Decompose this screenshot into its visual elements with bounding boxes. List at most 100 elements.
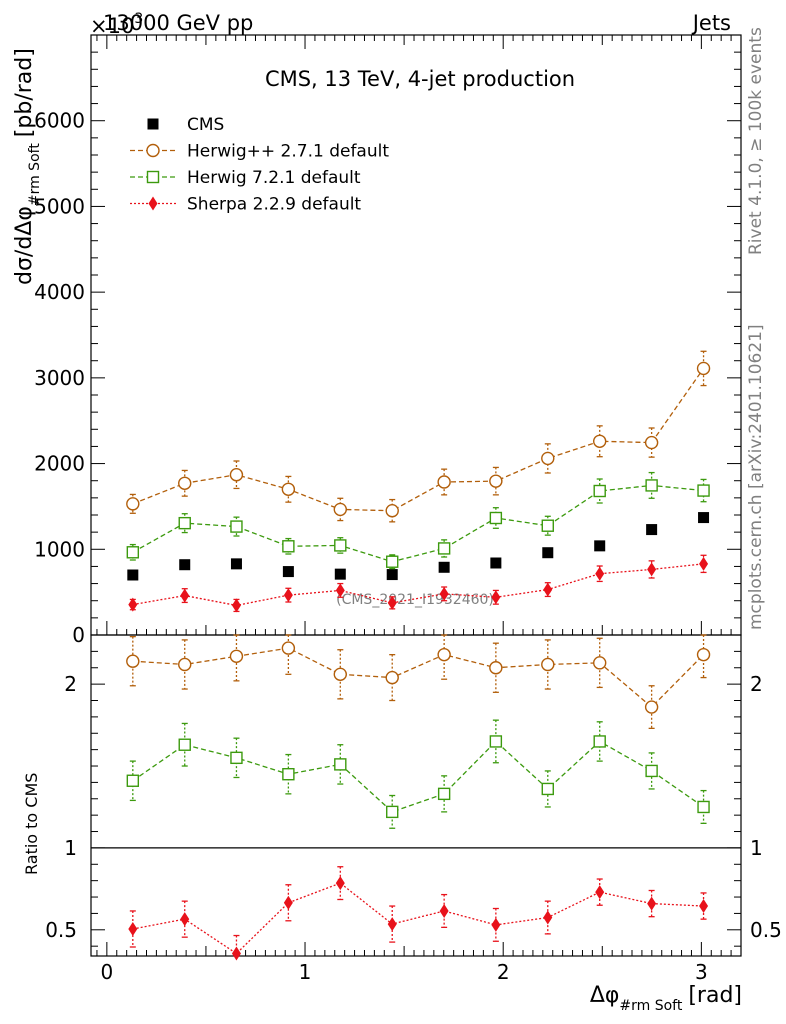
main-point: [334, 539, 347, 552]
main-series-herwig-2-7-1-default: [126, 350, 711, 523]
ratio-point: [437, 647, 451, 662]
legend-label: Herwig++ 2.7.1 default: [187, 142, 389, 162]
legend-entry-herwig-2-7-1-default: Herwig++ 2.7.1 default: [130, 142, 389, 162]
main-point: [541, 451, 555, 466]
ratio-ytick-label: 1: [64, 836, 77, 860]
main-point: [696, 361, 711, 376]
rivet-label: Rivet 4.1.0, ≥ 100k events: [746, 27, 766, 255]
main-ytick-label: 5000: [34, 194, 85, 218]
xtick-label: 1: [299, 960, 312, 984]
main-point: [282, 540, 295, 553]
ratio-series-herwig-7-2-1-default: [126, 719, 710, 829]
main-point: [229, 468, 244, 482]
main-point: [698, 512, 710, 524]
ratio-ylabel: Ratio to CMS: [22, 773, 41, 875]
header-left: 13000 GeV pp: [103, 11, 253, 35]
main-point: [490, 557, 502, 569]
main-point: [489, 474, 503, 488]
ratio-point: [231, 946, 241, 961]
ratio-point: [334, 758, 347, 771]
legend-label: CMS: [187, 115, 224, 135]
main-point: [180, 588, 190, 603]
ratio-point: [283, 895, 293, 910]
ratio-point: [230, 751, 243, 765]
main-point: [647, 562, 657, 577]
main-point: [386, 569, 398, 581]
ratio-point: [126, 774, 140, 787]
ratio-point: [385, 670, 399, 685]
main-point: [282, 566, 294, 578]
legend-marker: [148, 196, 158, 211]
ratio-point: [178, 738, 191, 751]
ratio-ytick-label: 2: [64, 672, 77, 696]
ratio-point: [333, 667, 347, 682]
main-point: [439, 586, 449, 601]
ratio-ytick-label-right: 2: [750, 672, 763, 696]
main-point: [178, 516, 191, 530]
ratio-point: [229, 649, 244, 663]
main-point: [230, 520, 243, 533]
ratio-point: [180, 912, 190, 927]
ratio-point: [541, 782, 554, 796]
ratio-point: [593, 656, 607, 670]
main-point: [127, 569, 139, 581]
ratio-line-herwig-2-7-1-default: [132, 647, 705, 708]
main-point: [283, 588, 293, 603]
main-point: [231, 598, 241, 613]
main-ylabel: dσ/dΔφ#rm Soft [pb/rad]: [12, 48, 43, 285]
ratio-line-herwig-7-2-1-default: [132, 740, 704, 813]
main-point: [644, 435, 659, 450]
main-ytick-label: 6000: [34, 109, 85, 133]
main-point: [542, 547, 554, 559]
main-point: [645, 479, 658, 492]
x-axis-label: Δφ#rm Soft [rad]: [590, 983, 742, 1014]
legend: CMS Herwig++ 2.7.1 default Herwig 7.2.1 de…: [130, 115, 389, 215]
main-point: [594, 540, 606, 552]
xtick-label: 2: [497, 960, 510, 984]
main-ylabel-unit: [pb/rad]: [12, 48, 37, 137]
main-ytick-label: 0: [72, 623, 85, 647]
ratio-point: [541, 657, 555, 672]
legend-entry-sherpa-2-2-9-default: Sherpa 2.2.9 default: [130, 195, 361, 215]
main-point: [334, 568, 346, 580]
main-point: [541, 519, 554, 532]
y-exponent: ×103: [90, 11, 143, 38]
ratio-point: [281, 641, 296, 655]
legend-entry-herwig-7-2-1-default: Herwig 7.2.1 default: [130, 168, 361, 188]
ratio-point: [491, 917, 501, 932]
legend-entry-cms: CMS: [147, 115, 224, 135]
main-line-sherpa-2-2-9-default: [132, 563, 704, 607]
main-point: [699, 556, 709, 571]
main-point: [543, 582, 553, 597]
ratio-point: [644, 700, 659, 714]
mcplots-label: mcplots.cern.ch [arXiv:2401.10621]: [746, 324, 766, 630]
axes-layer: 0 1000 2000 3000 4000 5000 6000 0 1 2 3 0.5 0.5 1 1 2 2: [34, 34, 782, 984]
ratio-point: [697, 800, 710, 814]
chart-title: CMS, 13 TeV, 4-jet production: [265, 67, 575, 91]
legend-marker: [146, 143, 160, 158]
main-point: [333, 502, 347, 517]
main-point: [438, 561, 450, 573]
y-exponent-base: ×10: [90, 14, 134, 38]
main-point: [281, 482, 296, 496]
main-point: [489, 511, 503, 525]
ratio-point: [595, 885, 605, 900]
x-label-sub: #rm Soft: [619, 998, 682, 1014]
ratio-point: [489, 661, 503, 675]
main-point: [179, 559, 191, 571]
main-point: [385, 504, 399, 518]
legend-marker: [146, 170, 160, 184]
ratio-point: [645, 764, 658, 778]
main-point: [126, 497, 140, 511]
ratio-point: [647, 896, 657, 911]
ratio-point: [335, 876, 345, 891]
main-ytick-label: 2000: [34, 452, 85, 476]
ratio-point: [126, 654, 140, 668]
main-point: [126, 546, 140, 559]
y-exponent-power: 3: [134, 11, 143, 27]
ratio-point: [699, 899, 709, 914]
main-point: [491, 590, 501, 605]
ratio-point: [543, 910, 553, 925]
ratio-point: [489, 735, 503, 748]
